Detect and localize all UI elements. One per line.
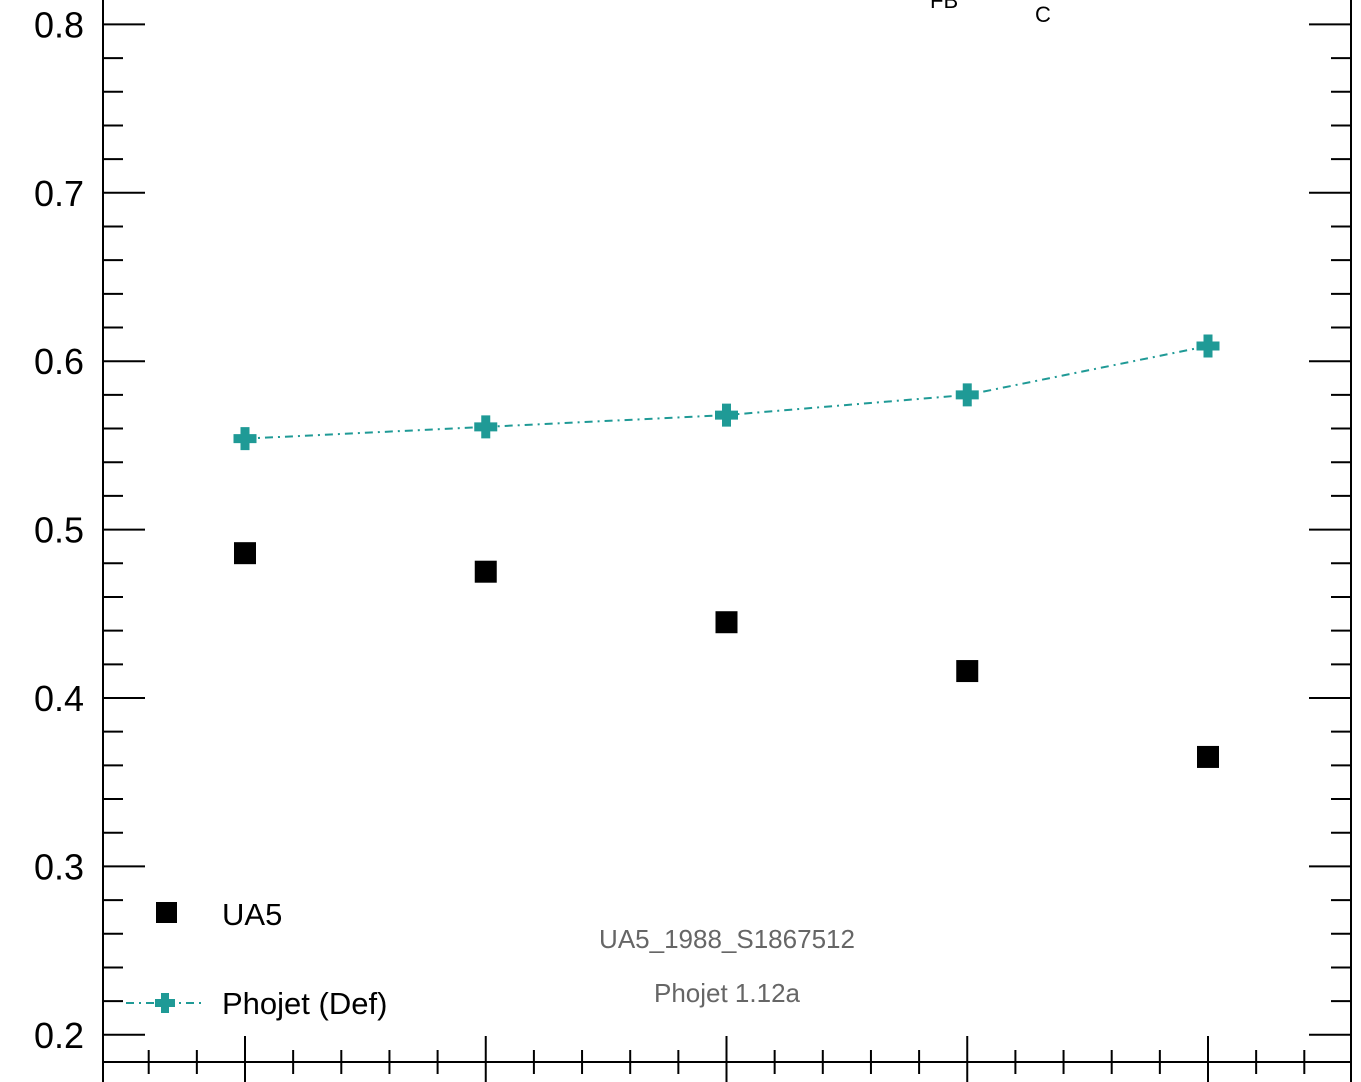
legend-marker-ua5 <box>156 902 177 923</box>
data-point-square <box>474 560 497 583</box>
y-tick-label: 0.8 <box>34 4 84 45</box>
x-axis <box>147 1036 1306 1082</box>
chart-title: FB C <box>930 0 1051 27</box>
data-point-square <box>956 660 979 683</box>
data-point-cross <box>1196 334 1220 358</box>
plot-frame <box>102 0 1352 1082</box>
y-tick-label: 0.2 <box>34 1015 84 1056</box>
legend-marker-phojet <box>155 993 175 1013</box>
data-point-square <box>1197 745 1219 768</box>
legend-label-ua5: UA5 <box>222 897 282 932</box>
data-point-cross <box>715 403 738 427</box>
y-tick-label: 0.4 <box>34 678 84 719</box>
data-point-cross <box>474 415 498 439</box>
data-point-cross <box>233 427 257 451</box>
y-tick-label: 0.3 <box>34 846 84 887</box>
y-tick-label: 0.6 <box>34 341 84 382</box>
y-axis: 0.2 0.3 0.4 0.5 0.6 0.7 0.8 <box>34 4 1351 1056</box>
y-tick-label: 0.7 <box>34 173 84 214</box>
legend: UA5 Phojet (Def) <box>126 897 387 1021</box>
data-point-cross <box>955 383 979 407</box>
series-layer <box>233 334 1220 768</box>
annotation-generator: Phojet 1.12a <box>654 978 801 1008</box>
series-phojet-def- <box>233 334 1220 451</box>
title-subscript-fb: FB <box>930 0 958 13</box>
legend-label-phojet: Phojet (Def) <box>222 986 387 1021</box>
annotation-analysis-id: UA5_1988_S1867512 <box>599 924 855 954</box>
title-subscript-c: C <box>1035 2 1051 27</box>
legend-item-phojet: Phojet (Def) <box>126 986 387 1021</box>
y-tick-label: 0.5 <box>34 510 84 551</box>
series-ua5 <box>234 542 1219 768</box>
legend-item-ua5: UA5 <box>156 897 282 932</box>
data-point-square <box>234 542 256 565</box>
data-point-square <box>715 611 738 634</box>
